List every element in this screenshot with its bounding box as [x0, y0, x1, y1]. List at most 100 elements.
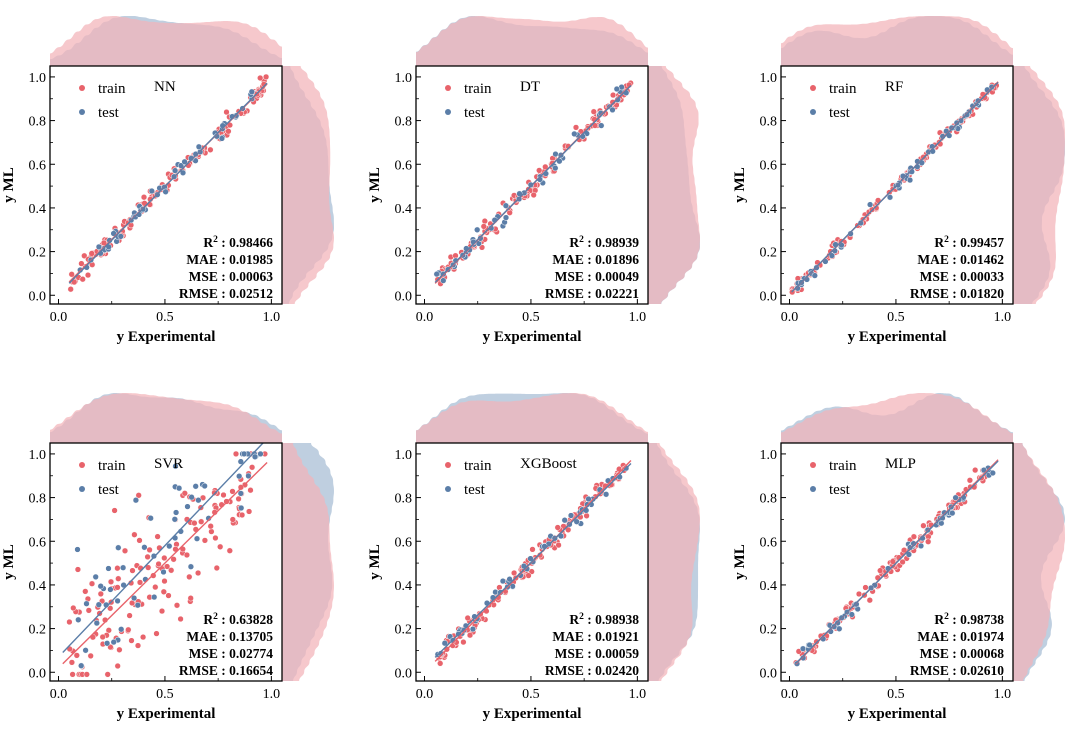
test-point	[195, 497, 202, 504]
y-tick-label: 0.0	[395, 289, 413, 304]
legend-test-marker	[810, 109, 816, 115]
test-point	[78, 662, 85, 669]
metric-mse: MSE : 0.00063	[189, 269, 274, 284]
metric-mse: MSE : 0.00059	[555, 646, 640, 661]
test-point	[257, 450, 264, 458]
train-point	[480, 223, 487, 230]
legend-test-marker	[445, 109, 451, 115]
train-point	[79, 276, 86, 283]
panel-dt: 0.0 0.5 1.0 0.0 0.2 0.4 0.6 0.8 1.0 y Experimenta…	[367, 16, 700, 345]
train-point	[530, 191, 537, 199]
x-tick-label: 0.0	[50, 687, 68, 702]
x-axis-label: y Experimental	[117, 706, 216, 722]
test-point	[193, 535, 201, 542]
plot-frame	[780, 442, 1014, 682]
test-point	[97, 583, 104, 590]
y-axis-label: y ML	[367, 167, 383, 202]
panel-svr: 0.0 0.5 1.0 0.0 0.2 0.4 0.6 0.8 1.0 y Experimenta…	[1, 393, 334, 722]
legend-test-label: test	[464, 482, 486, 498]
train-point	[114, 662, 121, 670]
test-point	[188, 155, 195, 162]
y-tick-label: 0.6	[760, 158, 778, 173]
train-point	[232, 450, 240, 458]
test-point	[237, 458, 244, 465]
test-point	[886, 194, 894, 201]
train-point	[542, 163, 549, 171]
train-point	[70, 604, 77, 612]
test-point	[440, 277, 447, 284]
train-point	[555, 541, 562, 549]
legend-train-label: train	[464, 458, 492, 474]
train-point	[899, 558, 906, 566]
marginal-y-train	[1013, 66, 1065, 304]
panel-mlp: 0.0 0.5 1.0 0.0 0.2 0.4 0.6 0.8 1.0 y Experimenta…	[732, 393, 1065, 722]
y-tick-label: 0.4	[29, 579, 47, 594]
train-point	[217, 543, 224, 550]
train-point	[97, 590, 104, 598]
x-tick-label: 1.0	[629, 310, 647, 325]
metric-rmse: RMSE : 0.02221	[545, 286, 639, 301]
test-point	[506, 576, 513, 583]
legend-train-marker	[79, 85, 85, 91]
test-point	[160, 568, 167, 576]
x-tick-label: 0.5	[156, 310, 174, 325]
train-point	[68, 271, 75, 278]
test-fit-line	[62, 443, 264, 654]
legend-test-marker	[79, 109, 85, 115]
train-point	[85, 607, 92, 614]
y-tick-label: 0.8	[395, 115, 413, 130]
train-point	[125, 626, 132, 633]
test-point	[110, 230, 117, 237]
train-point	[889, 558, 896, 565]
y-tick-label: 1.0	[395, 71, 413, 86]
y-tick-label: 1.0	[760, 448, 778, 463]
train-point	[153, 630, 160, 637]
test-point	[799, 645, 807, 652]
plot-content	[434, 459, 632, 667]
test-point	[103, 640, 111, 647]
test-point	[609, 106, 616, 114]
metric-mse: MSE : 0.00033	[920, 269, 1005, 284]
train-point	[168, 567, 175, 574]
y-tick-label: 0.0	[760, 289, 778, 304]
metric-mse: MSE : 0.00068	[920, 646, 1005, 661]
plot-frame	[49, 65, 283, 305]
test-point	[175, 485, 183, 492]
y-tick-label: 1.0	[29, 71, 47, 86]
train-point	[81, 252, 88, 259]
marginal-y-train	[282, 443, 334, 681]
test-fit-line	[795, 460, 999, 664]
train-point	[583, 512, 590, 519]
test-fit-line	[791, 81, 999, 293]
x-tick-label: 0.0	[416, 687, 434, 702]
test-point	[441, 640, 448, 647]
train-point	[207, 146, 214, 153]
train-point	[158, 607, 166, 615]
y-tick-label: 0.6	[29, 158, 47, 173]
test-point	[974, 97, 982, 104]
test-point	[177, 162, 185, 169]
plot-content	[67, 73, 270, 293]
metric-mse: MSE : 0.00049	[555, 269, 640, 284]
y-tick-label: 0.4	[395, 202, 413, 217]
train-point	[464, 614, 471, 622]
train-point	[140, 194, 148, 201]
test-point	[905, 551, 913, 558]
test-point	[187, 563, 195, 570]
train-point	[590, 108, 597, 115]
model-name: NN	[154, 79, 176, 95]
metric-mae: MAE : 0.01896	[552, 252, 639, 267]
x-axis-label: y Experimental	[117, 329, 216, 345]
test-point	[192, 483, 199, 490]
test-point	[502, 202, 510, 209]
test-point	[172, 463, 179, 470]
metric-rmse: RMSE : 0.02610	[910, 663, 1004, 678]
train-point	[161, 577, 168, 585]
train-point	[73, 652, 80, 659]
train-point	[262, 73, 270, 81]
plot-frame	[49, 442, 283, 682]
train-point	[104, 671, 111, 678]
x-tick-label: 0.0	[781, 310, 799, 325]
test-point	[836, 625, 843, 632]
legend-train-label: train	[98, 458, 126, 474]
